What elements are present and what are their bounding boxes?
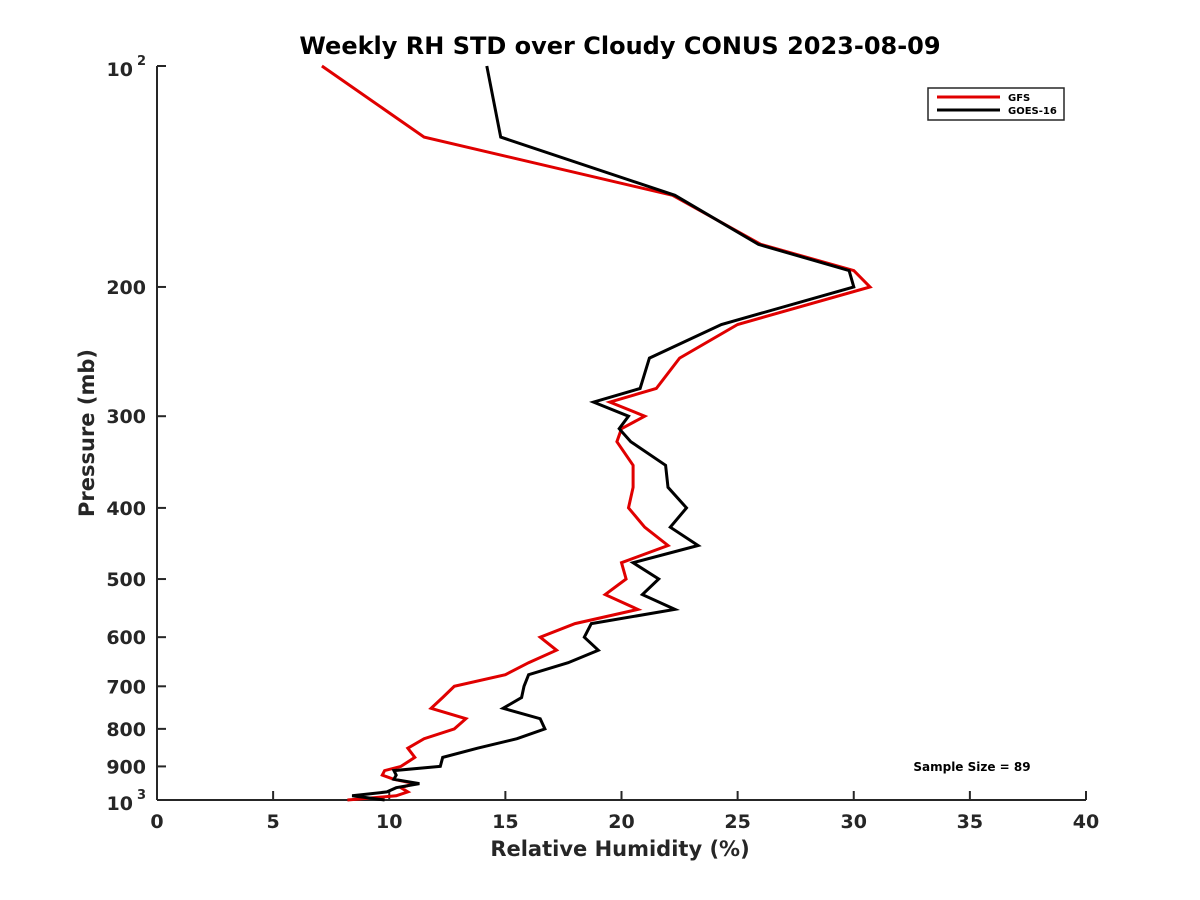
- y-tick-label: 400: [106, 498, 146, 520]
- y-tick-label: 900: [106, 756, 146, 778]
- x-tick-label: 20: [608, 811, 634, 833]
- x-tick-label: 35: [957, 811, 983, 833]
- legend-label-goes-16: GOES-16: [1008, 106, 1057, 117]
- series-line-gfs: [321, 64, 873, 802]
- x-tick-label: 25: [724, 811, 750, 833]
- chart-title: Weekly RH STD over Cloudy CONUS 2023-08-…: [299, 32, 940, 60]
- y-tick-label: 700: [106, 676, 146, 698]
- x-axis-label: Relative Humidity (%): [490, 837, 749, 861]
- y-tick-label: 10: [107, 793, 133, 815]
- y-tick-label: 500: [106, 569, 146, 591]
- y-tick-label: 800: [106, 719, 146, 741]
- y-tick-label: 200: [106, 277, 146, 299]
- y-tick-label: 600: [106, 627, 146, 649]
- x-tick-label: 5: [267, 811, 280, 833]
- y-tick-exponent: 3: [137, 788, 146, 803]
- axes: 0 5 10 15 20 25 30 35 40 10 2 200 300 400 500 600 700 800…: [106, 54, 1099, 833]
- x-tick-label: 0: [150, 811, 163, 833]
- y-axis-label: Pressure (mb): [75, 349, 99, 517]
- series-line-goes-16: [351, 65, 856, 802]
- sample-size-annotation: Sample Size = 89: [913, 760, 1030, 774]
- series-layer: [321, 64, 873, 802]
- legend: GFS GOES-16: [927, 87, 1065, 121]
- x-tick-label: 15: [492, 811, 518, 833]
- y-tick-exponent: 2: [137, 54, 146, 69]
- y-tick-label: 10: [107, 59, 133, 81]
- x-tick-label: 10: [376, 811, 402, 833]
- legend-label-gfs: GFS: [1008, 93, 1030, 104]
- x-tick-label: 30: [841, 811, 867, 833]
- x-tick-label: 40: [1073, 811, 1099, 833]
- y-tick-label: 300: [106, 406, 146, 428]
- legend-box: [927, 87, 1065, 121]
